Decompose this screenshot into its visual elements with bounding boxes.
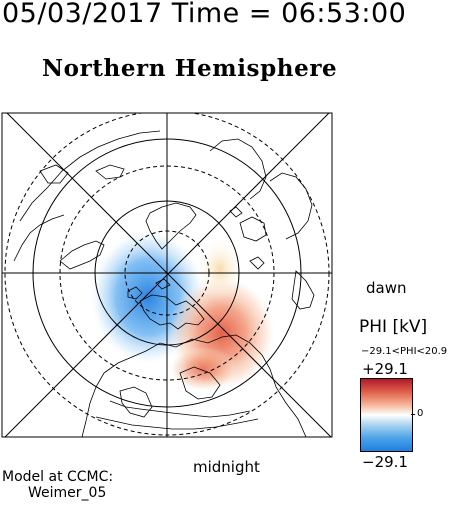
model-credit-line1: Model at CCMC: [2, 469, 114, 485]
colorbar-max-label: +29.1 [362, 360, 408, 378]
positive-potential-cell-upper [196, 237, 244, 301]
map-frame [1, 112, 333, 438]
dawn-label: dawn [366, 279, 407, 297]
colorbar-zero-label: 0 [417, 408, 424, 419]
colorbar [360, 378, 413, 452]
hemisphere-title: Northern Hemisphere [42, 55, 338, 82]
polar-map [1, 112, 333, 438]
meridian-diagonal-2 [4, 113, 330, 437]
positive-potential-cell-lower [169, 347, 237, 391]
date-time-header: 05/03/2017 Time = 06:53:00 [2, 0, 407, 29]
colorbar-min-label: −29.1 [362, 453, 408, 471]
colorbar-title: PHI [kV] [359, 317, 428, 337]
colorbar-zero-tick [411, 414, 415, 415]
model-credit-line2: Weimer_05 [28, 485, 107, 501]
colorbar-range: −29.1<PHI<20.9 [361, 346, 448, 357]
coastlines [13, 130, 315, 437]
midnight-label: midnight [193, 458, 260, 476]
